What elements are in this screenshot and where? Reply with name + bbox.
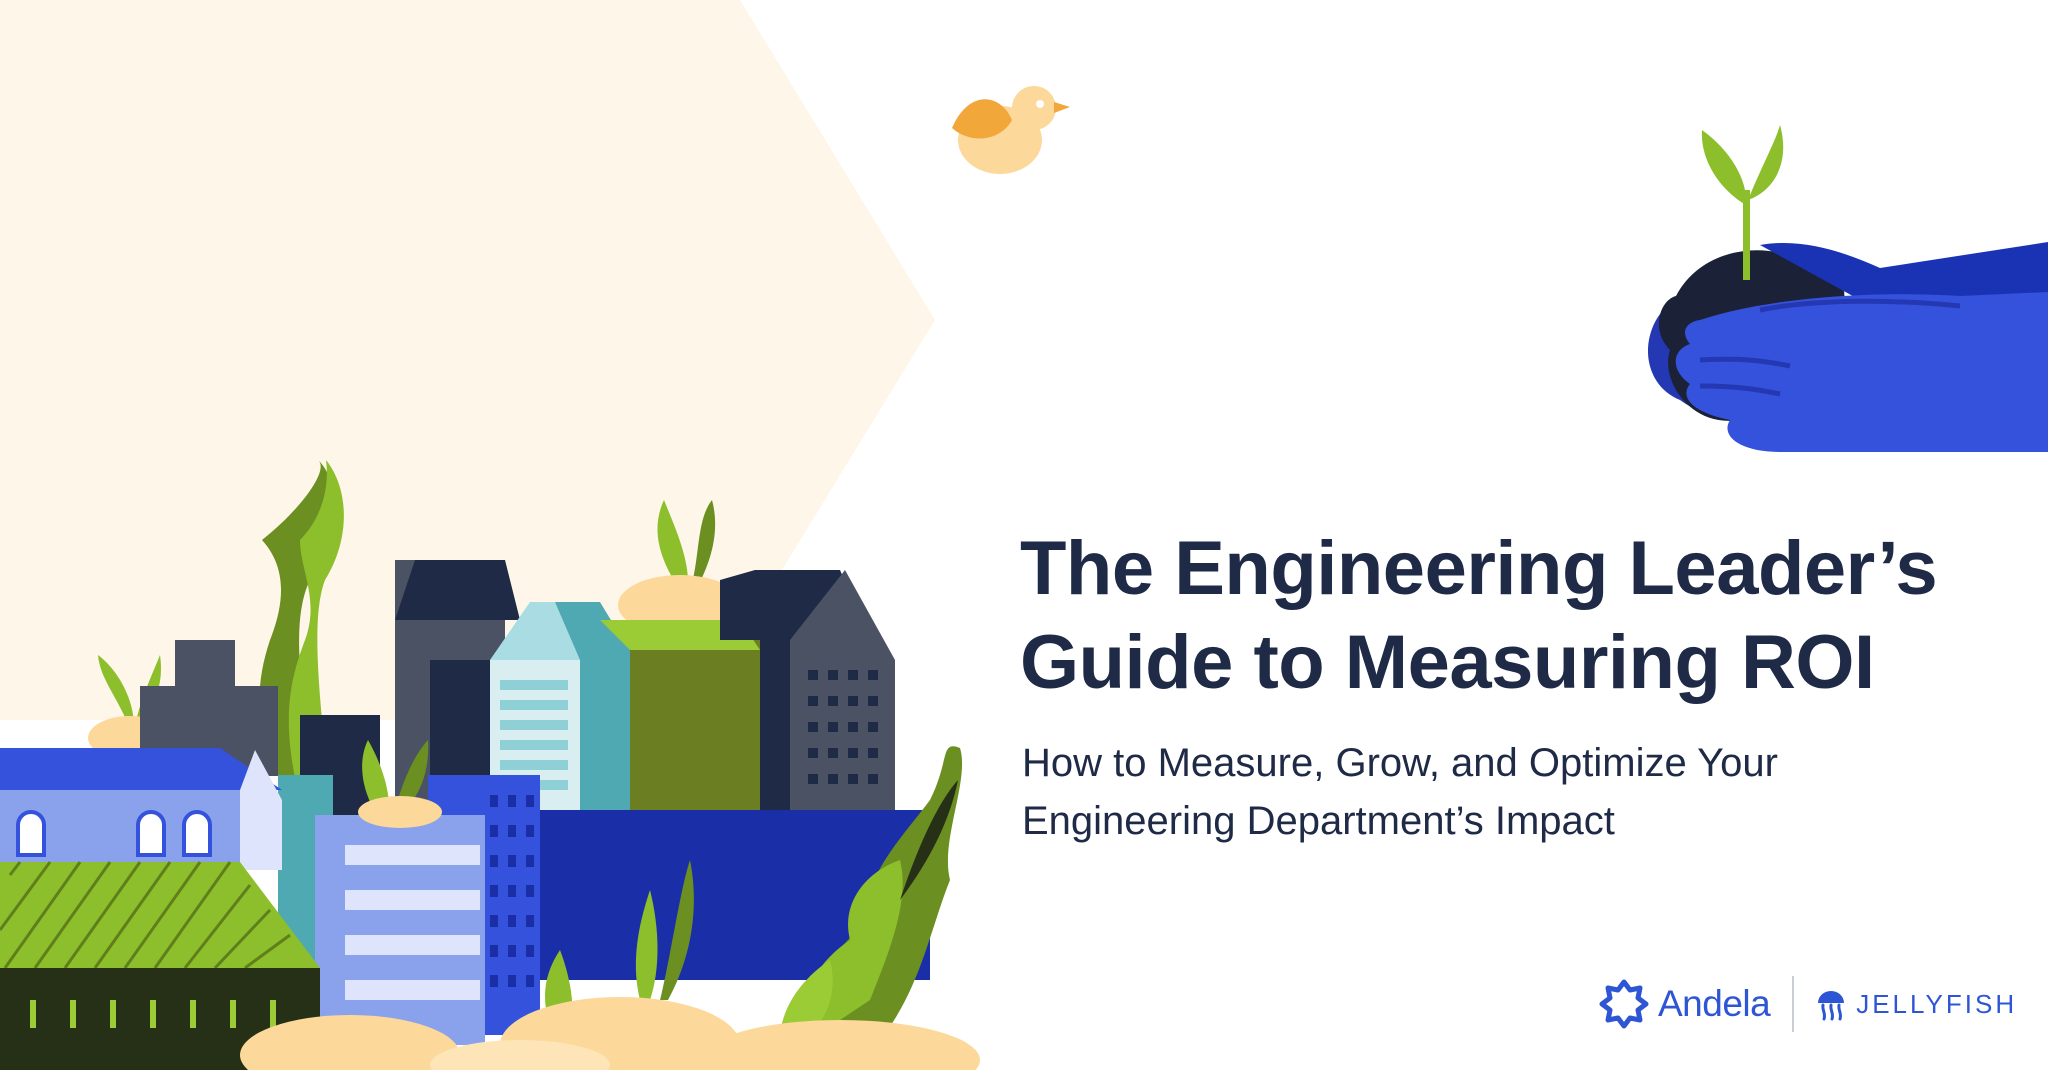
logo-divider xyxy=(1792,976,1795,1032)
hand-holding-seedling-illustration xyxy=(1647,125,2048,452)
jellyfish-logo-icon xyxy=(1818,991,1845,1021)
andela-wordmark: Andela xyxy=(1658,983,1771,1024)
headline-line-2: Guide to Measuring ROI xyxy=(1020,620,1875,705)
jellyfish-wordmark: JELLYFISH xyxy=(1856,988,2018,1019)
subheadline: How to Measure, Grow, and Optimize Your … xyxy=(1022,734,1922,850)
headline: The Engineering Leader’s Guide to Measur… xyxy=(1020,522,2000,710)
city-buildings-illustration xyxy=(0,560,980,1070)
andela-logo-icon xyxy=(1599,979,1649,1029)
subheadline-line-2: Engineering Department’s Impact xyxy=(1022,799,1615,843)
headline-line-1: The Engineering Leader’s xyxy=(1020,526,1938,611)
partner-logos: Andela JELLYFISH xyxy=(1596,974,2017,1034)
bird-illustration xyxy=(952,86,1070,174)
subheadline-line-1: How to Measure, Grow, and Optimize Your xyxy=(1022,741,1778,785)
